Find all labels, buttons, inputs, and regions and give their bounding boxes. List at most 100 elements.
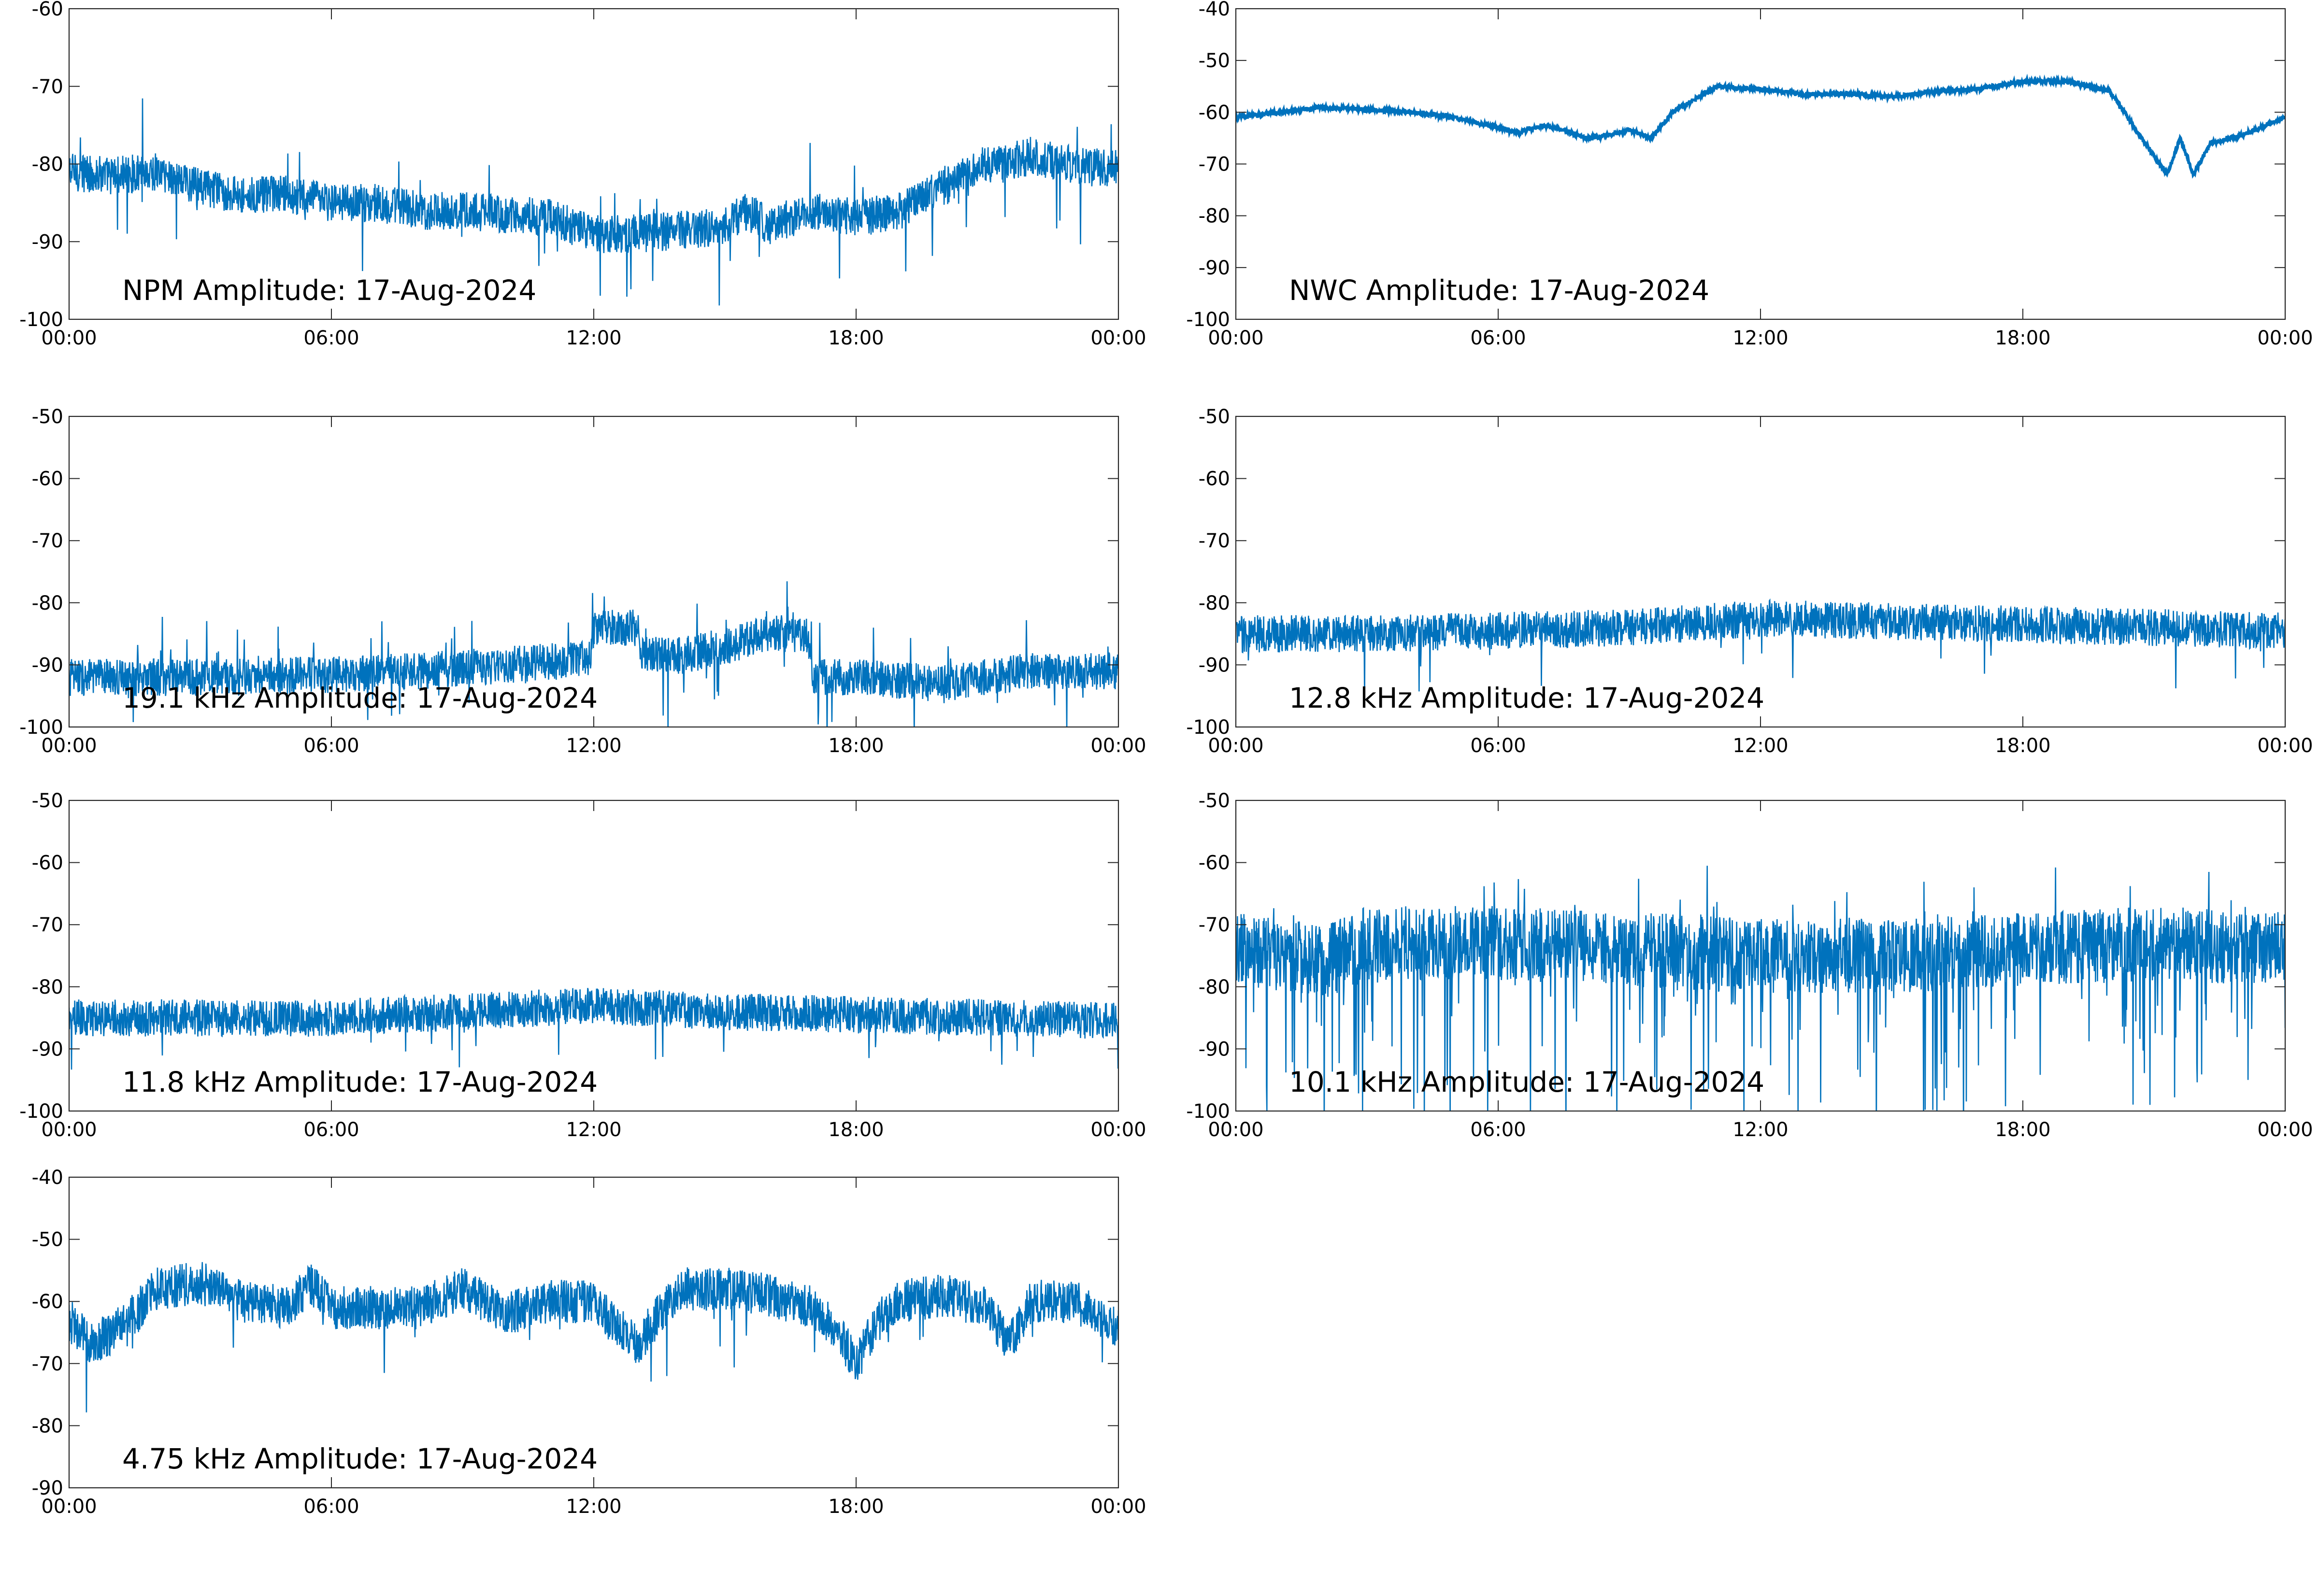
- y-tick-label: -100: [1186, 309, 1230, 331]
- y-tick-label: -80: [32, 154, 63, 176]
- chart-title: 12.8 kHz Amplitude: 17-Aug-2024: [1289, 682, 1764, 714]
- y-tick-label: -90: [32, 1477, 63, 1499]
- y-tick-label: -70: [1199, 914, 1230, 936]
- x-tick-label: 18:00: [828, 327, 884, 349]
- y-tick-label: -100: [19, 1100, 63, 1123]
- x-tick-label: 00:00: [41, 1119, 97, 1141]
- x-tick-label: 00:00: [1208, 327, 1263, 349]
- x-tick-label: 00:00: [2257, 735, 2313, 757]
- y-tick-label: -90: [1199, 654, 1230, 676]
- y-tick-label: -100: [19, 309, 63, 331]
- x-tick-label: 00:00: [1208, 1119, 1263, 1141]
- y-tick-label: -60: [32, 852, 63, 874]
- y-tick-label: -90: [32, 654, 63, 676]
- x-tick-label: 18:00: [828, 1496, 884, 1518]
- x-tick-label: 06:00: [1470, 327, 1526, 349]
- y-tick-label: -60: [32, 1291, 63, 1313]
- y-tick-label: -50: [1199, 406, 1230, 428]
- x-tick-label: 00:00: [1208, 735, 1263, 757]
- y-tick-label: -50: [1199, 790, 1230, 812]
- x-tick-label: 12:00: [1732, 1119, 1788, 1141]
- y-tick-label: -70: [32, 530, 63, 552]
- chart-title: 4.75 kHz Amplitude: 17-Aug-2024: [122, 1442, 598, 1475]
- series-line: [1236, 598, 2285, 703]
- y-tick-label: -80: [1199, 976, 1230, 998]
- y-tick-label: -50: [1199, 50, 1230, 72]
- y-tick-label: -100: [1186, 716, 1230, 739]
- series-line: [69, 581, 1118, 727]
- y-tick-label: -100: [1186, 1100, 1230, 1123]
- y-tick-label: -40: [1199, 0, 1230, 20]
- x-tick-label: 18:00: [828, 735, 884, 757]
- y-tick-label: -70: [32, 914, 63, 936]
- series-line: [1236, 866, 2285, 1111]
- x-tick-label: 12:00: [566, 1119, 621, 1141]
- x-tick-label: 12:00: [566, 1496, 621, 1518]
- x-tick-label: 06:00: [1470, 1119, 1526, 1141]
- y-tick-label: -100: [19, 716, 63, 739]
- x-tick-label: 00:00: [41, 1496, 97, 1518]
- y-tick-label: -70: [1199, 530, 1230, 552]
- chart-title: NPM Amplitude: 17-Aug-2024: [122, 274, 536, 307]
- y-tick-label: -60: [1199, 101, 1230, 124]
- x-tick-label: 18:00: [1995, 1119, 2050, 1141]
- y-tick-label: -70: [32, 76, 63, 98]
- x-tick-label: 06:00: [303, 1496, 359, 1518]
- x-tick-label: 06:00: [303, 735, 359, 757]
- y-tick-label: -60: [32, 468, 63, 490]
- x-tick-label: 00:00: [41, 327, 97, 349]
- x-tick-label: 00:00: [2257, 1119, 2313, 1141]
- x-tick-label: 06:00: [303, 1119, 359, 1141]
- x-tick-label: 06:00: [1470, 735, 1526, 757]
- y-tick-label: -90: [32, 1038, 63, 1060]
- y-tick-label: -90: [1199, 257, 1230, 279]
- chart-title: 19.1 kHz Amplitude: 17-Aug-2024: [122, 682, 598, 714]
- x-tick-label: 00:00: [1090, 1496, 1146, 1518]
- x-tick-label: 00:00: [1090, 735, 1146, 757]
- x-tick-label: 12:00: [566, 735, 621, 757]
- y-tick-label: -60: [1199, 468, 1230, 490]
- x-tick-label: 18:00: [1995, 735, 2050, 757]
- y-tick-label: -60: [32, 0, 63, 20]
- x-tick-label: 06:00: [303, 327, 359, 349]
- y-tick-label: -50: [32, 1229, 63, 1251]
- x-tick-label: 12:00: [1732, 327, 1788, 349]
- y-tick-label: -50: [32, 406, 63, 428]
- chart-title: 11.8 kHz Amplitude: 17-Aug-2024: [122, 1066, 598, 1098]
- y-tick-label: -80: [32, 976, 63, 998]
- chart-title: NWC Amplitude: 17-Aug-2024: [1289, 274, 1709, 307]
- y-tick-label: -90: [1199, 1038, 1230, 1060]
- x-tick-label: 12:00: [566, 327, 621, 349]
- chart-title: 10.1 kHz Amplitude: 17-Aug-2024: [1289, 1066, 1764, 1098]
- x-tick-label: 12:00: [1732, 735, 1788, 757]
- series-line: [1236, 73, 2285, 179]
- y-tick-label: -80: [1199, 205, 1230, 228]
- y-tick-label: -40: [32, 1167, 63, 1189]
- y-tick-label: -80: [1199, 592, 1230, 614]
- x-tick-label: 18:00: [1995, 327, 2050, 349]
- x-tick-label: 00:00: [2257, 327, 2313, 349]
- x-tick-label: 00:00: [1090, 327, 1146, 349]
- x-tick-label: 00:00: [1090, 1119, 1146, 1141]
- y-tick-label: -90: [32, 231, 63, 253]
- y-tick-label: -50: [32, 790, 63, 812]
- x-tick-label: 18:00: [828, 1119, 884, 1141]
- series-line: [69, 98, 1118, 306]
- series-line: [69, 1262, 1118, 1412]
- y-tick-label: -80: [32, 592, 63, 614]
- y-tick-label: -70: [1199, 154, 1230, 176]
- y-tick-label: -80: [32, 1415, 63, 1437]
- y-tick-label: -60: [1199, 852, 1230, 874]
- x-tick-label: 00:00: [41, 735, 97, 757]
- series-line: [69, 988, 1118, 1070]
- y-tick-label: -70: [32, 1353, 63, 1375]
